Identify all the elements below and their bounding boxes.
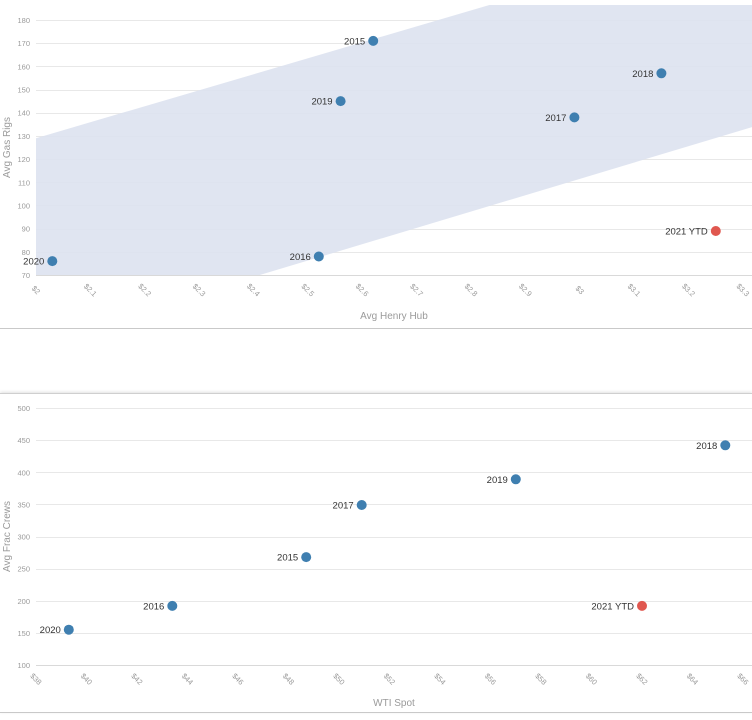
x-tick-label: $3.1: [626, 282, 643, 299]
y-tick-label: 170: [17, 39, 30, 48]
data-point-label-2017: 2017: [545, 113, 566, 124]
y-tick-label: 500: [17, 404, 30, 413]
x-tick-label: $40: [79, 671, 94, 686]
data-point-2019[interactable]: [335, 96, 346, 107]
x-tick-label: $44: [180, 671, 195, 686]
y-axis-ticks: 70 80 90 100 110 120 130 140 150 160 170 180: [17, 16, 30, 280]
y-tick-label: 250: [17, 565, 30, 574]
y-axis-title: Avg Frac Crews: [2, 501, 13, 572]
y-tick-label: 130: [17, 132, 30, 141]
x-tick-label: $58: [533, 671, 548, 686]
y-axis-title: Avg Gas Rigs: [2, 117, 13, 178]
y-tick-label: 140: [17, 109, 30, 118]
data-point-2021-ytd[interactable]: [637, 600, 647, 611]
data-point-2016[interactable]: [167, 600, 178, 611]
x-tick-label: $54: [432, 671, 447, 686]
x-tick-label: $2.3: [191, 282, 208, 299]
x-tick-label: $3: [574, 284, 586, 296]
x-tick-label: $46: [230, 671, 245, 686]
y-tick-label: 80: [22, 248, 30, 257]
data-point-2021-ytd[interactable]: [710, 226, 721, 236]
x-tick-label: $48: [281, 671, 296, 686]
y-tick-label: 90: [22, 225, 30, 234]
y-tick-label: 120: [17, 155, 30, 164]
x-tick-label: $56: [483, 671, 498, 686]
x-tick-label: $66: [735, 671, 750, 686]
x-axis-ticks: $38 $40 $42 $44 $46 $48 $50 $52 $54 $56 $58 $60 $62 $…: [28, 671, 750, 686]
y-tick-label: 70: [22, 271, 30, 280]
y-tick-label: 450: [17, 436, 30, 445]
x-tick-label: $2.7: [408, 282, 425, 299]
data-point-label-2016: 2016: [290, 252, 311, 263]
gridlines: [36, 408, 752, 666]
data-point-label-2019: 2019: [311, 97, 332, 108]
data-point-2016[interactable]: [313, 251, 324, 262]
x-tick-label: $64: [685, 671, 700, 686]
data-point-label-2015: 2015: [277, 553, 298, 564]
y-tick-label: 100: [17, 202, 30, 211]
data-points: 2015 2018 2019 2017 2021 YTD 2016 2020: [23, 35, 721, 268]
x-tick-label: $38: [28, 671, 43, 686]
x-tick-label: $2.2: [136, 282, 153, 299]
data-point-2015[interactable]: [301, 552, 312, 563]
x-axis-title: WTI Spot: [373, 698, 415, 709]
y-tick-label: 200: [17, 597, 30, 606]
y-tick-label: 110: [18, 178, 30, 187]
y-tick-label: 350: [17, 500, 30, 509]
data-point-2015[interactable]: [368, 35, 379, 46]
data-point-label-2021-ytd: 2021 YTD: [591, 601, 634, 612]
x-tick-label: $62: [634, 671, 649, 686]
x-tick-label: $2.4: [245, 282, 262, 299]
data-point-2018[interactable]: [720, 440, 731, 451]
data-point-label-2017: 2017: [333, 501, 354, 512]
data-point-label-2018: 2018: [632, 69, 653, 80]
data-point-label-2019: 2019: [487, 475, 508, 486]
y-tick-label: 300: [17, 533, 30, 542]
y-axis-ticks: 100 150 200 250 300 350 400 450 500: [17, 404, 30, 670]
trend-band: [36, 5, 752, 275]
y-tick-label: 150: [17, 629, 30, 638]
x-tick-label: $50: [331, 671, 346, 686]
x-tick-label: $42: [129, 671, 144, 686]
x-tick-label: $52: [382, 671, 397, 686]
data-point-label-2020: 2020: [23, 257, 44, 268]
x-tick-label: $2.9: [517, 282, 534, 299]
data-point-2019[interactable]: [510, 474, 521, 485]
x-tick-label: $2.6: [354, 282, 371, 299]
data-point-label-2016: 2016: [143, 601, 164, 612]
x-tick-label: $3.3: [735, 282, 752, 299]
x-tick-label: $2.8: [463, 282, 480, 299]
y-tick-label: 180: [17, 16, 30, 25]
data-points: 2018 2019 2017 2015 2016 2021 YTD 2020: [40, 440, 731, 636]
x-axis-title: Avg Henry Hub: [360, 311, 428, 322]
chart-card-frac-crews: 100 150 200 250 300 350 400 450 500 $38 $40 $42 $44 $…: [0, 393, 752, 713]
x-tick-label: $60: [584, 671, 599, 686]
data-point-label-2021-ytd: 2021 YTD: [665, 227, 708, 238]
chart-card-gas-rigs: 70 80 90 100 110 120 130 140 150 160 170 180 $2 $2.1 $…: [0, 0, 752, 329]
x-tick-label: $2.5: [299, 282, 316, 299]
x-axis-ticks: $2 $2.1 $2.2 $2.3 $2.4 $2.5 $2.6 $2.7 $2.8 $2.9 $3…: [30, 282, 751, 299]
y-tick-label: 400: [17, 468, 30, 477]
data-point-label-2018: 2018: [696, 441, 717, 452]
data-point-2018[interactable]: [656, 68, 667, 79]
data-point-2020[interactable]: [47, 256, 58, 267]
data-point-label-2020: 2020: [40, 625, 61, 636]
data-point-2017[interactable]: [356, 500, 367, 510]
x-tick-label: $2.1: [82, 282, 99, 299]
data-point-2020[interactable]: [63, 624, 74, 635]
data-point-2017[interactable]: [569, 112, 580, 123]
data-point-label-2015: 2015: [344, 36, 365, 47]
y-tick-label: 160: [17, 62, 30, 71]
x-tick-label: $3.2: [680, 282, 697, 299]
y-tick-label: 100: [17, 661, 30, 670]
x-tick-label: $2: [30, 284, 42, 296]
y-tick-label: 150: [17, 86, 30, 95]
